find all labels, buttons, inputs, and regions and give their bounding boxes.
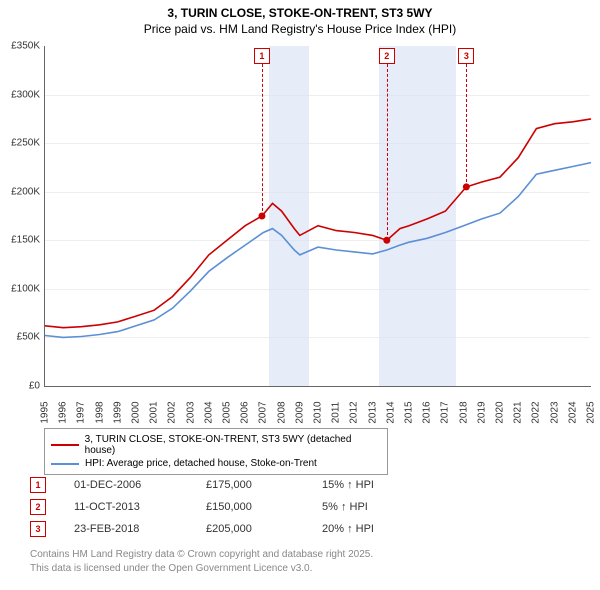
x-tick-label: 2019 bbox=[476, 399, 487, 427]
transaction-date: 23-FEB-2018 bbox=[74, 523, 206, 535]
x-tick-label: 2022 bbox=[531, 399, 542, 427]
transaction-date: 11-OCT-2013 bbox=[74, 501, 206, 513]
transaction-row: 2 11-OCT-2013£150,0005% ↑ HPI bbox=[30, 496, 442, 518]
y-tick-label: £50K bbox=[0, 332, 40, 343]
transaction-marker: 1 bbox=[30, 477, 46, 493]
legend-swatch bbox=[51, 444, 79, 446]
transaction-price: £150,000 bbox=[206, 501, 322, 513]
x-tick-label: 2015 bbox=[404, 399, 415, 427]
y-tick-label: £0 bbox=[0, 381, 40, 392]
chart-title: 3, TURIN CLOSE, STOKE-ON-TRENT, ST3 5WY bbox=[0, 0, 600, 20]
transaction-marker: 3 bbox=[30, 521, 46, 537]
series-line bbox=[45, 163, 591, 338]
x-tick-label: 2017 bbox=[440, 399, 451, 427]
transaction-marker: 2 bbox=[30, 499, 46, 515]
x-tick-label: 2009 bbox=[294, 399, 305, 427]
y-tick-label: £150K bbox=[0, 235, 40, 246]
y-tick-label: £350K bbox=[0, 41, 40, 52]
x-tick-label: 2007 bbox=[258, 399, 269, 427]
x-tick-label: 2016 bbox=[422, 399, 433, 427]
marker-dash-line bbox=[262, 64, 263, 216]
x-tick-label: 1998 bbox=[94, 399, 105, 427]
x-tick-label: 1995 bbox=[40, 399, 51, 427]
marker-box: 3 bbox=[458, 48, 474, 64]
x-tick-label: 2023 bbox=[549, 399, 560, 427]
x-tick-label: 2020 bbox=[495, 399, 506, 427]
y-tick-label: £250K bbox=[0, 138, 40, 149]
transaction-date: 01-DEC-2006 bbox=[74, 479, 206, 491]
x-tick-label: 2001 bbox=[149, 399, 160, 427]
transaction-pct: 5% ↑ HPI bbox=[322, 501, 442, 513]
x-tick-label: 2004 bbox=[203, 399, 214, 427]
transaction-pct: 15% ↑ HPI bbox=[322, 479, 442, 491]
legend-swatch bbox=[51, 463, 79, 465]
legend-row: 3, TURIN CLOSE, STOKE-ON-TRENT, ST3 5WY … bbox=[51, 433, 381, 457]
x-tick-label: 2014 bbox=[385, 399, 396, 427]
y-tick-label: £200K bbox=[0, 186, 40, 197]
x-tick-label: 2011 bbox=[331, 399, 342, 427]
x-tick-label: 2005 bbox=[222, 399, 233, 427]
legend-label: HPI: Average price, detached house, Stok… bbox=[85, 458, 317, 469]
x-tick-label: 2012 bbox=[349, 399, 360, 427]
chart-subtitle: Price paid vs. HM Land Registry's House … bbox=[0, 20, 600, 36]
x-tick-label: 1996 bbox=[58, 399, 69, 427]
x-tick-label: 2008 bbox=[276, 399, 287, 427]
x-tick-label: 2013 bbox=[367, 399, 378, 427]
x-tick-label: 2000 bbox=[131, 399, 142, 427]
attribution-footer: Contains HM Land Registry data © Crown c… bbox=[30, 548, 373, 575]
x-tick-label: 1997 bbox=[76, 399, 87, 427]
legend-row: HPI: Average price, detached house, Stok… bbox=[51, 457, 381, 470]
plot-area: 123 199519961997199819992000200120022003… bbox=[44, 46, 591, 387]
y-tick-label: £300K bbox=[0, 89, 40, 100]
marker-box: 1 bbox=[254, 48, 270, 64]
footer-line: This data is licensed under the Open Gov… bbox=[30, 562, 373, 576]
footer-line: Contains HM Land Registry data © Crown c… bbox=[30, 548, 373, 562]
transaction-row: 3 23-FEB-2018£205,00020% ↑ HPI bbox=[30, 518, 442, 540]
x-tick-label: 2024 bbox=[567, 399, 578, 427]
line-plot-svg bbox=[45, 46, 591, 386]
x-tick-label: 2018 bbox=[458, 399, 469, 427]
transaction-row: 1 01-DEC-2006£175,00015% ↑ HPI bbox=[30, 474, 442, 496]
y-tick-label: £100K bbox=[0, 283, 40, 294]
x-tick-label: 2003 bbox=[185, 399, 196, 427]
legend: 3, TURIN CLOSE, STOKE-ON-TRENT, ST3 5WY … bbox=[44, 428, 388, 475]
x-tick-label: 2025 bbox=[586, 399, 597, 427]
legend-label: 3, TURIN CLOSE, STOKE-ON-TRENT, ST3 5WY … bbox=[85, 434, 381, 456]
transaction-pct: 20% ↑ HPI bbox=[322, 523, 442, 535]
series-line bbox=[45, 119, 591, 328]
chart-container: 3, TURIN CLOSE, STOKE-ON-TRENT, ST3 5WY … bbox=[0, 0, 600, 590]
x-tick-label: 2002 bbox=[167, 399, 178, 427]
transaction-table: 1 01-DEC-2006£175,00015% ↑ HPI 2 11-OCT-201… bbox=[30, 474, 442, 540]
x-tick-label: 1999 bbox=[112, 399, 123, 427]
x-tick-label: 2006 bbox=[240, 399, 251, 427]
marker-box: 2 bbox=[379, 48, 395, 64]
transaction-price: £175,000 bbox=[206, 479, 322, 491]
marker-dash-line bbox=[387, 64, 388, 240]
transaction-price: £205,000 bbox=[206, 523, 322, 535]
x-tick-label: 2010 bbox=[313, 399, 324, 427]
x-tick-label: 2021 bbox=[513, 399, 524, 427]
marker-dash-line bbox=[466, 64, 467, 187]
